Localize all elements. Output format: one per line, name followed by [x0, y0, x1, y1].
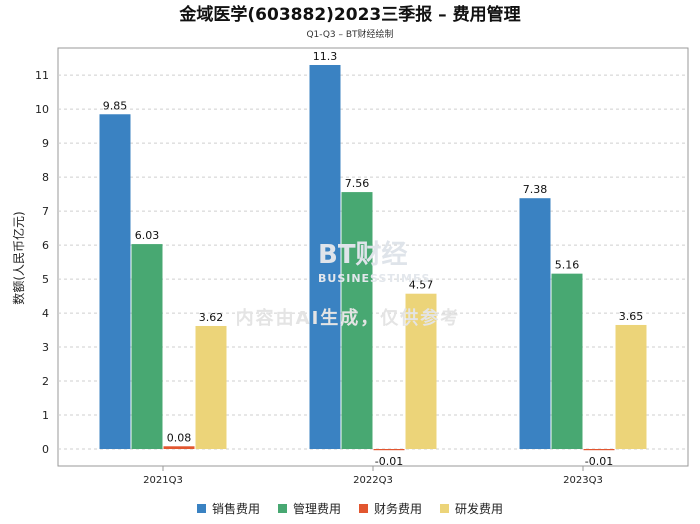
bar	[195, 325, 227, 450]
bar	[163, 446, 195, 450]
watermark-brand-en: BUSINESSTIMES	[318, 272, 430, 285]
bar	[519, 198, 551, 450]
y-tick-label: 4	[42, 307, 49, 320]
bar	[551, 273, 583, 450]
x-tick-label: 2021Q3	[143, 475, 183, 486]
data-label: 5.16	[555, 259, 580, 272]
bar	[405, 293, 437, 450]
bar	[341, 192, 373, 450]
bar	[373, 449, 405, 451]
bar	[131, 244, 163, 450]
data-label: -0.01	[375, 455, 403, 468]
y-tick-label: 8	[42, 171, 49, 184]
bar	[99, 114, 131, 450]
bar	[583, 449, 615, 451]
y-tick-label: 1	[42, 409, 49, 422]
y-tick-label: 5	[42, 273, 49, 286]
watermark-brand: BT财经	[318, 239, 408, 270]
y-tick-label: 3	[42, 341, 49, 354]
data-label: 6.03	[135, 229, 160, 242]
data-label: 0.08	[167, 431, 192, 444]
legend-swatch	[359, 504, 368, 513]
x-tick-label: 2023Q3	[563, 475, 603, 486]
y-axis-label: 数额(人民币亿元)	[11, 211, 26, 304]
legend-label: 销售费用	[212, 501, 260, 516]
watermark-note: 内容由AI生成，仅供参考	[236, 307, 461, 329]
chart-title: 金域医学(603882)2023三季报 – 费用管理	[178, 4, 520, 25]
data-label: 9.85	[103, 99, 128, 112]
legend: 销售费用 管理费用 财务费用 研发费用	[197, 501, 503, 516]
plot-frame	[57, 47, 689, 467]
data-label: -0.01	[585, 455, 613, 468]
data-label: 3.62	[199, 311, 224, 324]
y-tick-label: 2	[42, 375, 49, 388]
chart-subtitle: Q1-Q3 – BT财经绘制	[306, 28, 393, 40]
y-tick-label: 7	[42, 205, 49, 218]
plot-area: 0 1 2 3 4 5 6 7 8 9 10 11 2021Q3 9.85 6.03 0.08 3.62 2022…	[35, 47, 689, 486]
legend-label: 财务费用	[374, 501, 422, 516]
data-label: 11.3	[313, 50, 338, 63]
data-label: 7.56	[345, 177, 370, 190]
legend-swatch	[197, 504, 206, 513]
legend-label: 管理费用	[293, 501, 341, 516]
data-label: 4.57	[409, 279, 434, 292]
y-tick-label: 0	[42, 443, 49, 456]
watermark: BT财经 BUSINESSTIMES 内容由AI生成，仅供参考	[236, 239, 461, 329]
y-tick-label: 6	[42, 239, 49, 252]
x-tick-label: 2022Q3	[353, 475, 393, 486]
legend-swatch	[278, 504, 287, 513]
y-tick-label: 11	[35, 69, 49, 82]
bar	[615, 324, 647, 450]
bar	[309, 64, 341, 450]
data-label: 3.65	[619, 310, 644, 323]
y-tick-label: 9	[42, 137, 49, 150]
y-tick-label: 10	[35, 103, 49, 116]
legend-label: 研发费用	[455, 501, 503, 516]
data-label: 7.38	[523, 183, 548, 196]
legend-swatch	[440, 504, 449, 513]
